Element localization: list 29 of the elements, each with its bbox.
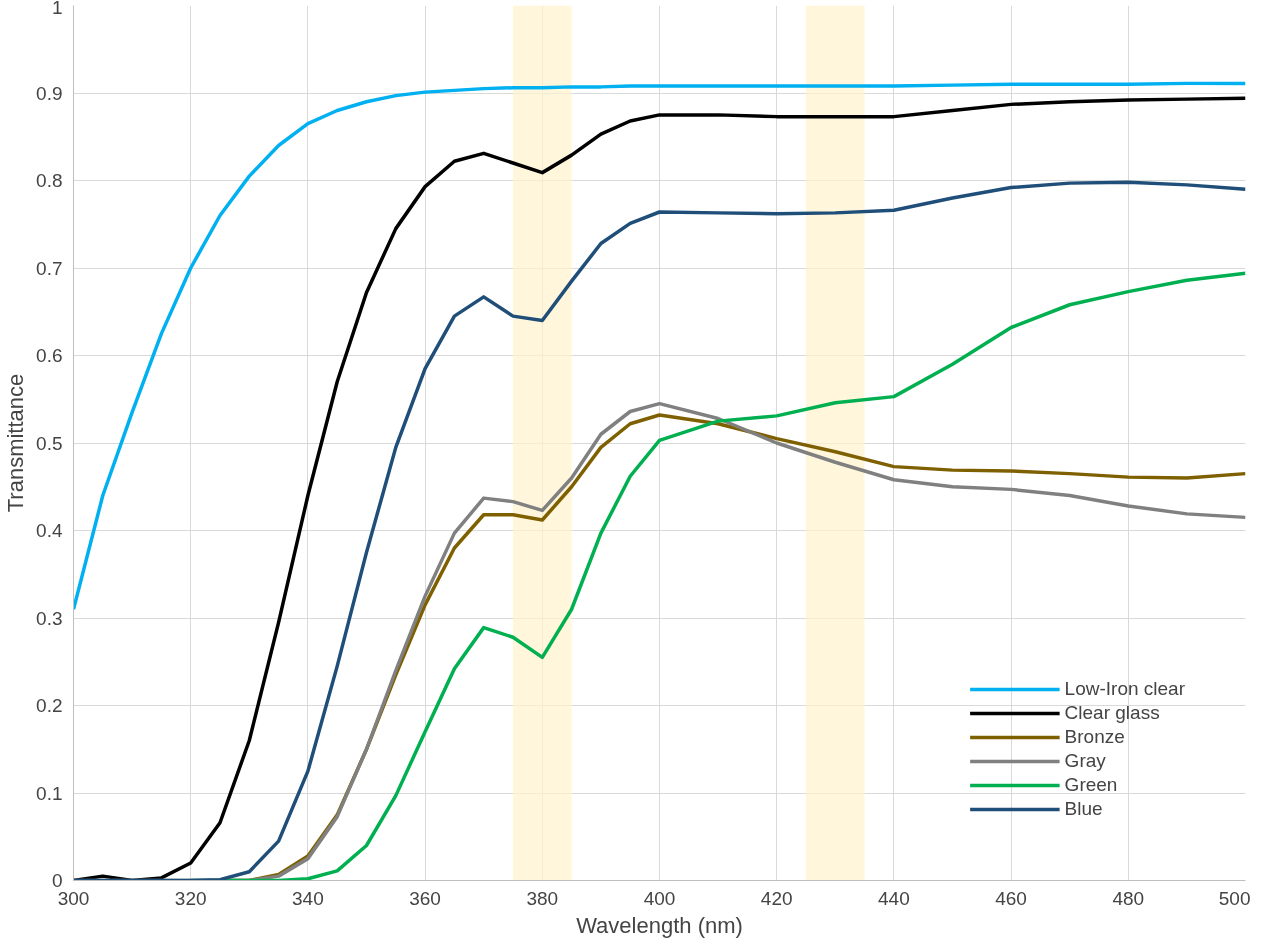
y-tick-label: 0.7 (36, 257, 63, 279)
x-tick-label: 500 (1218, 887, 1251, 909)
y-tick-label: 0.4 (36, 520, 63, 541)
y-tick-label: 0.1 (36, 782, 63, 804)
x-tick-label: 400 (643, 887, 676, 909)
legend-label: Green (1064, 774, 1118, 796)
x-tick-label: 460 (995, 887, 1027, 909)
y-tick-label: 0.2 (36, 695, 63, 716)
x-tick-label: 420 (760, 887, 793, 909)
legend-label: Blue (1064, 798, 1103, 820)
x-tick-label: 480 (1112, 887, 1145, 909)
x-tick-label: 320 (174, 887, 207, 909)
x-tick-label: 380 (526, 887, 559, 909)
legend-label: Low-Iron clear (1064, 678, 1185, 700)
y-tick-label: 1 (51, 0, 63, 18)
x-tick-label: 340 (292, 887, 324, 909)
y-tick-label: 0.8 (36, 170, 63, 191)
legend-label: Bronze (1064, 726, 1125, 748)
y-tick-label: 0.5 (36, 432, 63, 454)
y-axis-title: Transmittance (3, 373, 29, 513)
legend-label: Clear glass (1064, 702, 1160, 724)
line-series (73, 81, 1246, 611)
y-tick-label: 0.9 (36, 82, 63, 104)
x-axis-title: Wavelength (nm) (576, 912, 743, 938)
x-tick-label: 360 (409, 887, 441, 909)
y-tick-label: 0.6 (36, 345, 63, 366)
legend-label: Gray (1064, 750, 1106, 772)
x-tick-label: 440 (878, 887, 910, 909)
y-tick-label: 0.3 (36, 607, 63, 629)
